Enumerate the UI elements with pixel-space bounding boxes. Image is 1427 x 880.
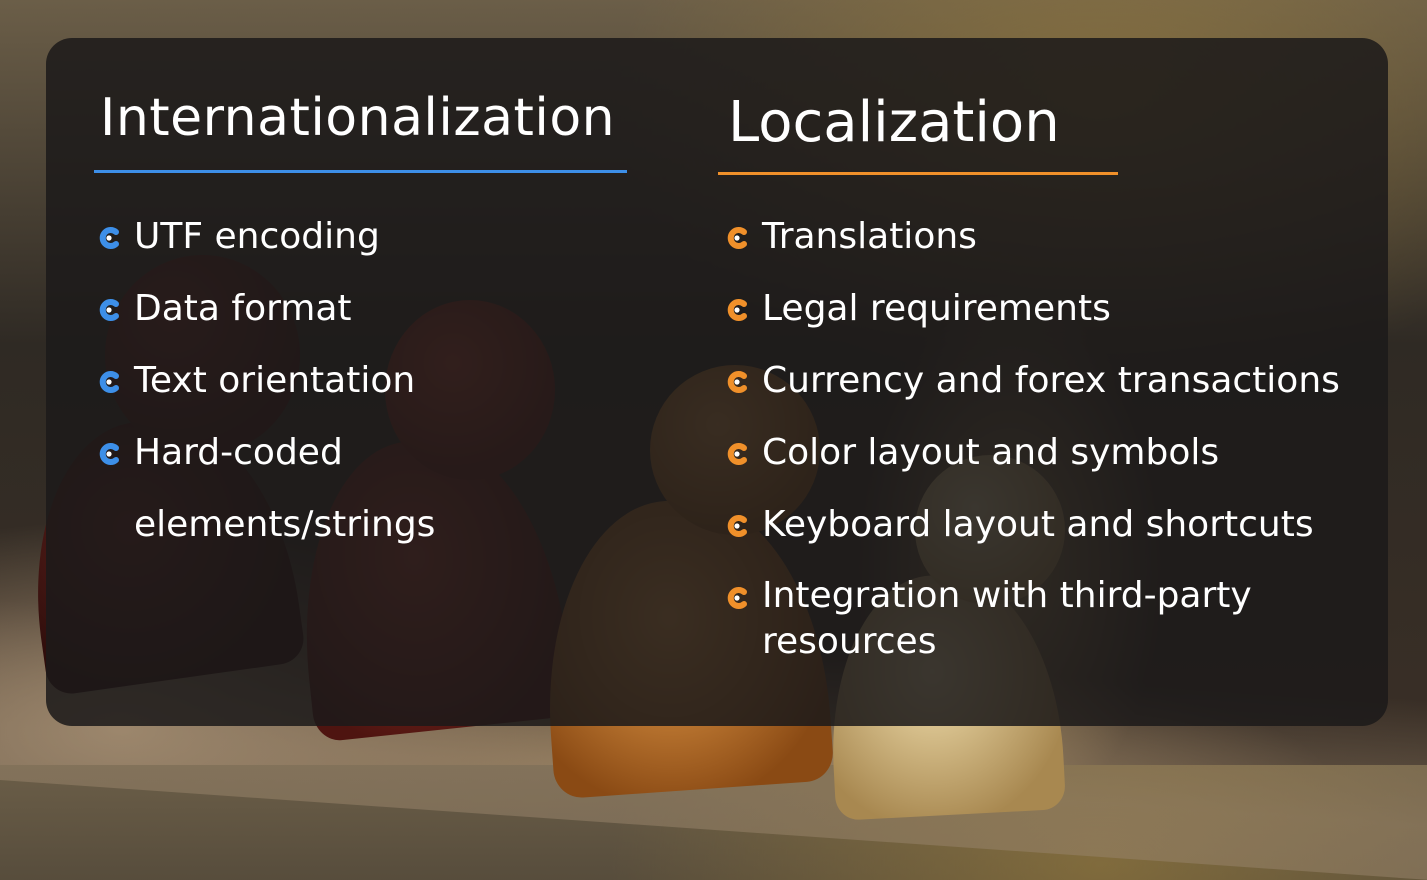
localization-underline: [718, 172, 1118, 175]
bullet-icon: [724, 441, 750, 467]
list-item: Translations: [724, 213, 1374, 261]
list-item: Text orientation: [96, 357, 656, 405]
list-item-label: Currency and forex transactions: [762, 360, 1340, 401]
list-item: UTF encoding: [96, 213, 656, 261]
list-item-label-line1: Hard-coded: [134, 432, 343, 473]
list-item-label: Translations: [762, 216, 977, 257]
internationalization-underline: [94, 170, 627, 173]
bullet-icon: [96, 369, 122, 395]
localization-heading: Localization: [728, 90, 1060, 155]
list-item: Currency and forex transactions: [724, 357, 1374, 405]
list-item: Integration with third-party resources: [724, 573, 1374, 665]
list-item: Data format: [96, 285, 656, 333]
comparison-panel: Internationalization Localization UTF en…: [46, 38, 1388, 726]
localization-list: Translations Legal requirements Currency…: [724, 213, 1374, 689]
bullet-icon: [96, 225, 122, 251]
bullet-icon: [724, 585, 750, 611]
internationalization-heading: Internationalization: [100, 88, 616, 148]
list-item-label: UTF encoding: [134, 216, 380, 257]
internationalization-list: UTF encoding Data format Text orientatio…: [96, 213, 656, 573]
list-item-label-line2: elements/strings: [134, 504, 436, 545]
list-item: Color layout and symbols: [724, 429, 1374, 477]
bullet-icon: [96, 441, 122, 467]
bullet-icon: [96, 297, 122, 323]
list-item-label: Data format: [134, 288, 352, 329]
list-item: Legal requirements: [724, 285, 1374, 333]
bullet-icon: [724, 369, 750, 395]
list-item-label: Color layout and symbols: [762, 432, 1220, 473]
list-item: Hard-coded elements/strings: [96, 429, 656, 549]
bullet-icon: [724, 297, 750, 323]
list-item-label: Keyboard layout and shortcuts: [762, 504, 1314, 545]
list-item: Keyboard layout and shortcuts: [724, 501, 1374, 549]
bullet-icon: [724, 513, 750, 539]
list-item-label: Text orientation: [134, 360, 416, 401]
list-item-label: Legal requirements: [762, 288, 1111, 329]
bullet-icon: [724, 225, 750, 251]
list-item-label: Integration with third-party resources: [762, 575, 1252, 662]
